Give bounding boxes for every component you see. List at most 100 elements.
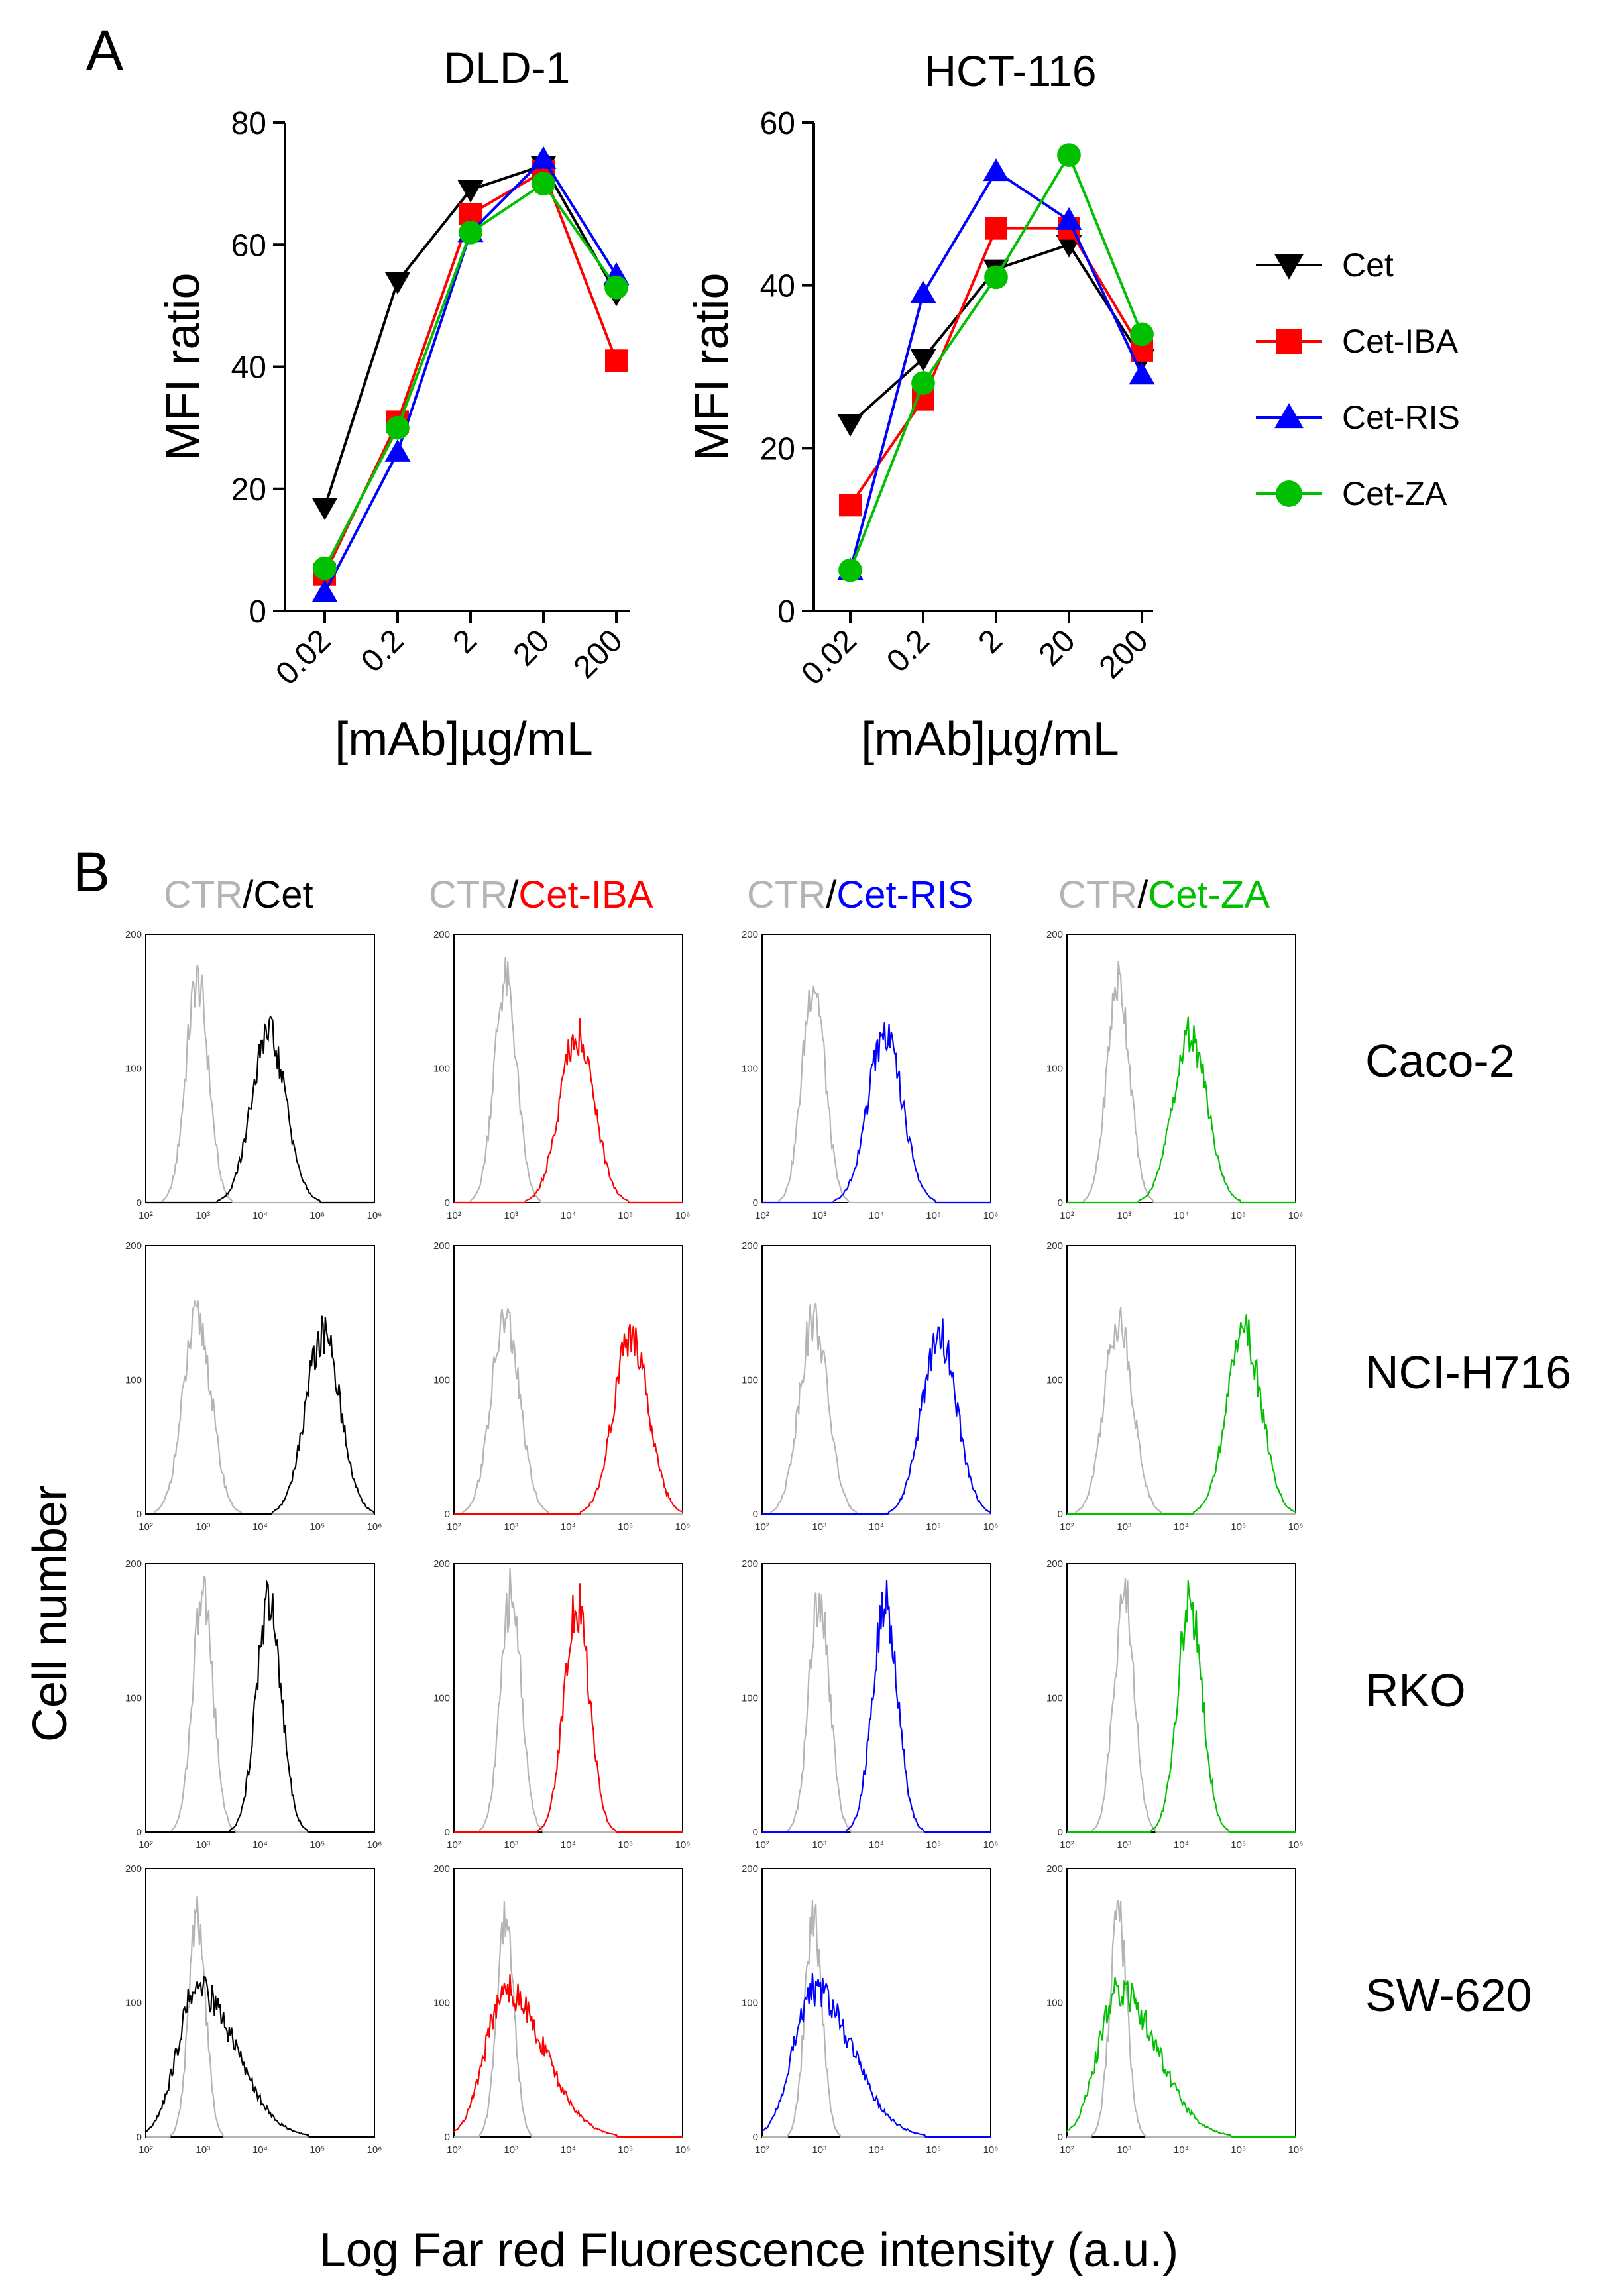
x-tick-label: 10⁴	[1174, 1839, 1189, 1851]
x-tick-label: 10⁴	[252, 1839, 268, 1851]
ctr-histogram-curve	[762, 985, 991, 1204]
histogram-NCI-H716-iba: 10² 10³ 10⁴ 10⁵ 10⁶ 0 100 200	[433, 1240, 690, 1533]
y-tick-label: 100	[433, 1693, 450, 1704]
x-tick-label: 10⁵	[1231, 1839, 1246, 1851]
x-tick-label: 10⁶	[1288, 1839, 1304, 1851]
histogram-RKO-ris: 10² 10³ 10⁴ 10⁵ 10⁶ 0 100 200	[742, 1558, 998, 1851]
data-point-za	[532, 172, 555, 195]
histogram-SW-620-cet: 10² 10³ 10⁴ 10⁵ 10⁶ 0 100 200	[125, 1863, 382, 2156]
y-tick-label: 0	[445, 1509, 450, 1520]
x-tick-label: 20	[1033, 623, 1082, 673]
x-tick-label: 10²	[1060, 1839, 1074, 1851]
x-tick-label: 200	[567, 623, 630, 685]
treated-histogram-curve	[762, 1318, 992, 1515]
histogram-Caco-2-iba: 10² 10³ 10⁴ 10⁵ 10⁶ 0 100 200	[433, 929, 690, 1221]
data-point-ris	[384, 439, 411, 462]
y-tick-label: 100	[1046, 1375, 1063, 1386]
x-tick-label: 10⁵	[926, 1210, 941, 1221]
y-tick-label: 200	[125, 1863, 142, 1875]
data-point-za	[459, 220, 482, 245]
x-tick-label: 10⁵	[309, 1210, 325, 1221]
treated-histogram-curve	[453, 1974, 683, 2138]
row-label-NCI-H716: NCI-H716	[1365, 1346, 1571, 1398]
histogram-NCI-H716-ris: 10² 10³ 10⁴ 10⁵ 10⁶ 0 100 200	[742, 1240, 998, 1533]
ctr-histogram-curve	[1067, 961, 1296, 1204]
y-tick-label: 200	[742, 1558, 758, 1570]
y-tick-label: 0	[249, 594, 266, 629]
x-tick-label: 10⁴	[1174, 1210, 1189, 1221]
x-tick-label: 10⁴	[869, 1210, 884, 1221]
treated-histogram-curve	[1067, 1313, 1296, 1515]
treated-histogram-curve	[762, 1580, 991, 1833]
x-tick-label: 10²	[447, 2144, 461, 2156]
x-tick-label: 10²	[755, 1210, 769, 1221]
x-tick-label: 10⁵	[618, 1839, 633, 1851]
treated-histogram-curve	[1066, 1977, 1296, 2138]
column-header-cet: CTR/Cet	[164, 873, 313, 916]
histogram-SW-620-za: 10² 10³ 10⁴ 10⁵ 10⁶ 0 100 200	[1046, 1863, 1303, 2156]
ctr-label: CTR	[164, 873, 243, 916]
y-tick-label: 0	[777, 594, 795, 629]
x-tick-label: 10⁶	[983, 2144, 999, 2156]
histogram-frame	[761, 1563, 991, 1833]
histogram-frame	[453, 1868, 683, 2138]
y-tick-label: 0	[137, 1827, 142, 1838]
y-tick-label: 0	[1058, 1509, 1063, 1520]
chart-title: DLD-1	[444, 43, 571, 92]
histogram-frame	[1066, 1563, 1296, 1833]
treatment-label: Cet-IBA	[518, 873, 653, 916]
treated-histogram-curve	[762, 1022, 991, 1204]
y-tick-label: 200	[433, 929, 450, 940]
x-axis-label: [mAb]µg/mL	[861, 713, 1119, 766]
x-tick-label: 10²	[139, 1210, 153, 1221]
x-tick-label: 10³	[1117, 1839, 1131, 1851]
x-tick-label: 10⁴	[252, 1521, 268, 1533]
chart-title: HCT-116	[924, 46, 1096, 95]
data-point-iba	[839, 494, 862, 517]
legend-item-iba: Cet-IBA	[1256, 323, 1459, 360]
histogram-frame	[453, 1245, 683, 1515]
legend-label: Cet-ZA	[1342, 475, 1447, 512]
x-tick-label: 10⁵	[926, 1839, 941, 1851]
panel-label-b: B	[73, 841, 110, 903]
separator: /	[1137, 873, 1148, 916]
legend-marker	[1276, 480, 1302, 507]
histogram-NCI-H716-cet: 10² 10³ 10⁴ 10⁵ 10⁶ 0 100 200	[125, 1240, 382, 1533]
histogram-x-axis-label: Log Far red Fluorescence intensity (a.u.…	[319, 2224, 1179, 2277]
x-tick-label: 10⁶	[1288, 1521, 1304, 1533]
histogram-NCI-H716-za: 10² 10³ 10⁴ 10⁵ 10⁶ 0 100 200	[1046, 1240, 1303, 1533]
data-point-iba	[985, 217, 1007, 240]
y-tick-label: 200	[1046, 1558, 1063, 1570]
y-tick-label: 0	[445, 1197, 450, 1209]
row-label-Caco-2: Caco-2	[1365, 1035, 1515, 1087]
x-tick-label: 10⁶	[675, 1521, 691, 1533]
histogram-Caco-2-cet: 10² 10³ 10⁴ 10⁵ 10⁶ 0 100 200	[125, 929, 382, 1221]
treated-histogram-curve	[146, 1014, 374, 1204]
data-point-iba	[605, 349, 628, 372]
y-tick-label: 0	[1058, 1197, 1063, 1209]
y-tick-label: 0	[753, 1197, 758, 1209]
treated-histogram-curve	[1067, 1580, 1296, 1833]
x-tick-label: 10³	[812, 1839, 826, 1851]
x-tick-label: 10⁵	[926, 1521, 941, 1533]
x-tick-label: 10³	[504, 1839, 518, 1851]
histogram-RKO-za: 10² 10³ 10⁴ 10⁵ 10⁶ 0 100 200	[1046, 1558, 1303, 1851]
x-tick-label: 0.02	[269, 623, 338, 692]
x-tick-label: 10⁴	[561, 1521, 576, 1533]
x-tick-label: 10²	[447, 1521, 461, 1533]
y-tick-label: 0	[1058, 1827, 1063, 1838]
separator: /	[508, 873, 519, 916]
x-tick-label: 10⁶	[1288, 1210, 1304, 1221]
legend-label: Cet-RIS	[1342, 399, 1460, 436]
series-za	[838, 143, 1154, 582]
x-tick-label: 10⁵	[618, 2144, 633, 2156]
legend-marker	[1276, 329, 1302, 354]
legend-marker	[1274, 254, 1304, 280]
histogram-frame	[1066, 934, 1296, 1203]
histogram-SW-620-ris: 10² 10³ 10⁴ 10⁵ 10⁶ 0 100 200	[742, 1863, 998, 2156]
x-tick-label: 10²	[755, 1521, 769, 1533]
x-tick-label: 10³	[504, 2144, 518, 2156]
y-tick-label: 200	[1046, 1863, 1063, 1875]
